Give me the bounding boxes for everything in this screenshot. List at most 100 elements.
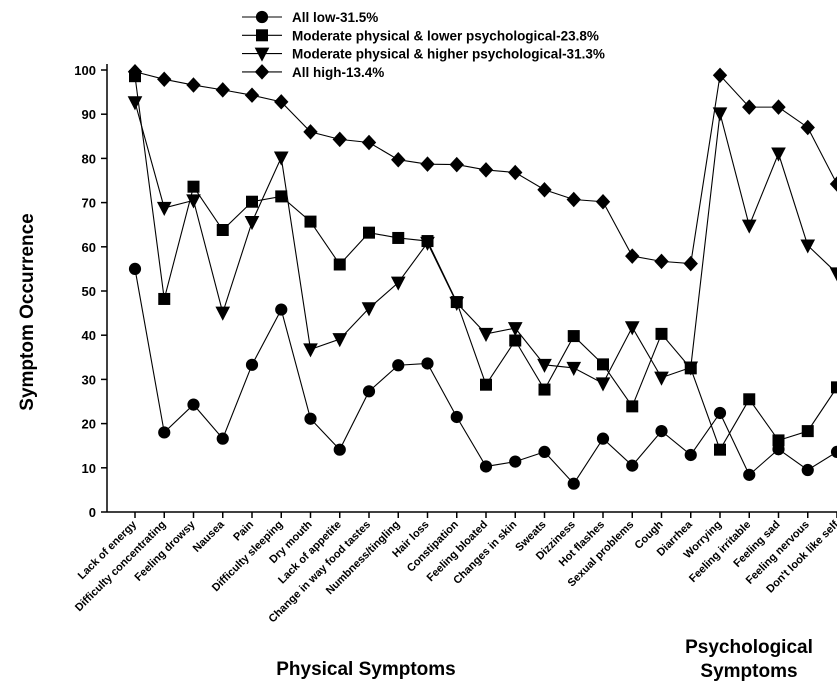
x-axis-title-psychological-line2: Symptoms bbox=[700, 661, 797, 682]
series-2-point bbox=[363, 226, 375, 239]
series-2-point bbox=[304, 215, 317, 228]
series-4-point bbox=[654, 253, 669, 270]
series-3-point bbox=[741, 219, 757, 234]
legend-label: All low-31.5% bbox=[292, 10, 378, 25]
series-2-point bbox=[158, 292, 171, 305]
legend: All low-31.5% Moderate physical & lower p… bbox=[242, 10, 605, 80]
x-tick-label: Nausea bbox=[191, 518, 228, 555]
y-tick-label: 40 bbox=[82, 328, 96, 343]
series-4-point bbox=[829, 176, 837, 192]
series-3-point bbox=[449, 296, 465, 312]
series-2-point bbox=[538, 383, 551, 396]
series-1-point bbox=[509, 455, 522, 468]
series-1-point bbox=[538, 445, 551, 458]
series-4-point bbox=[771, 99, 786, 115]
y-axis-title: Symptom Occurrence bbox=[17, 213, 38, 410]
series-3-point bbox=[420, 236, 435, 251]
series-1-point bbox=[830, 445, 837, 458]
series-4-point bbox=[712, 67, 728, 84]
series-1-point bbox=[333, 443, 346, 456]
series-1-point bbox=[187, 398, 200, 411]
legend-marker bbox=[256, 29, 268, 42]
series-1-point bbox=[275, 303, 288, 316]
x-axis-title-physical: Physical Symptoms bbox=[276, 659, 456, 680]
series-4-point bbox=[157, 71, 172, 88]
legend-label: All high-13.4% bbox=[292, 65, 384, 80]
series-4-point bbox=[800, 119, 815, 136]
series-4-point bbox=[244, 87, 260, 103]
y-tick-label: 20 bbox=[82, 417, 96, 432]
series-3-point bbox=[624, 321, 640, 336]
series-3-point bbox=[537, 358, 552, 373]
series-1-point bbox=[304, 412, 317, 425]
series-3-point bbox=[244, 216, 260, 231]
series-1-point bbox=[128, 262, 142, 275]
series-3-point bbox=[507, 322, 523, 337]
legend-label: Moderate physical & higher psychological… bbox=[292, 47, 605, 62]
series-3-point bbox=[186, 194, 201, 209]
legend-item-2: Moderate physical & lower psychological-… bbox=[242, 28, 599, 43]
y-tick-label: 30 bbox=[82, 372, 96, 387]
series-4-point bbox=[625, 248, 640, 264]
legend-item-4: All high-13.4% bbox=[242, 64, 384, 80]
series-1-point bbox=[655, 425, 668, 438]
series-4-point bbox=[332, 131, 347, 148]
series-1-point bbox=[713, 406, 727, 420]
y-tick-label: 60 bbox=[82, 240, 96, 255]
legend-item-1: All low-31.5% bbox=[242, 10, 378, 25]
series-2-point bbox=[333, 258, 346, 271]
series-2-point bbox=[275, 190, 288, 203]
series-4-point bbox=[742, 99, 757, 115]
series-4-point bbox=[215, 82, 230, 98]
series-1-point bbox=[743, 468, 756, 481]
series-4-point bbox=[478, 162, 494, 178]
series-4-point bbox=[186, 77, 201, 93]
series-4-point bbox=[361, 134, 377, 151]
series-2-point bbox=[246, 195, 258, 208]
x-axis-title-psychological-line1: Psychological bbox=[685, 637, 813, 658]
series-2-point bbox=[480, 378, 492, 391]
series-3-point bbox=[390, 276, 406, 291]
x-tick-label: Pain bbox=[231, 518, 256, 543]
series-2-point bbox=[714, 443, 726, 456]
series-1-point bbox=[362, 385, 376, 398]
series-3-point bbox=[683, 361, 699, 376]
series-1-point bbox=[801, 463, 814, 477]
series-1-point bbox=[684, 448, 697, 462]
series-2-point bbox=[392, 231, 405, 244]
series-4-point bbox=[683, 255, 698, 272]
series-3-point bbox=[771, 147, 786, 162]
series-3-point bbox=[712, 107, 728, 122]
series-2-point bbox=[801, 425, 814, 438]
series-4-point bbox=[391, 151, 406, 168]
series-1-point bbox=[158, 426, 171, 439]
series-3-point bbox=[361, 302, 377, 317]
series-4-point bbox=[595, 193, 611, 210]
series-markers bbox=[127, 64, 837, 490]
series-2-point bbox=[831, 381, 837, 394]
series-3-point bbox=[156, 201, 172, 216]
series-4-point bbox=[537, 182, 552, 198]
series-2-point bbox=[655, 327, 668, 340]
y-tick-label: 70 bbox=[82, 196, 96, 211]
series-2-point bbox=[216, 224, 229, 237]
series-1-point bbox=[479, 460, 493, 473]
series-1-point bbox=[567, 477, 580, 490]
y-tick-label: 80 bbox=[82, 151, 96, 166]
series-lines bbox=[134, 71, 837, 485]
series-3-point bbox=[566, 361, 582, 376]
series-3-point bbox=[800, 239, 816, 254]
series-2-point bbox=[772, 434, 785, 447]
series-3-point bbox=[478, 327, 494, 342]
series-2-point bbox=[509, 334, 522, 347]
series-3-point bbox=[829, 267, 837, 282]
series-3-point bbox=[332, 333, 348, 348]
series-2-point bbox=[597, 358, 609, 371]
series-4-point bbox=[449, 156, 464, 173]
series-4-point bbox=[508, 164, 523, 181]
y-tick-label: 100 bbox=[74, 63, 96, 78]
series-4-point bbox=[566, 191, 581, 208]
y-tick-label: 0 bbox=[89, 505, 96, 520]
